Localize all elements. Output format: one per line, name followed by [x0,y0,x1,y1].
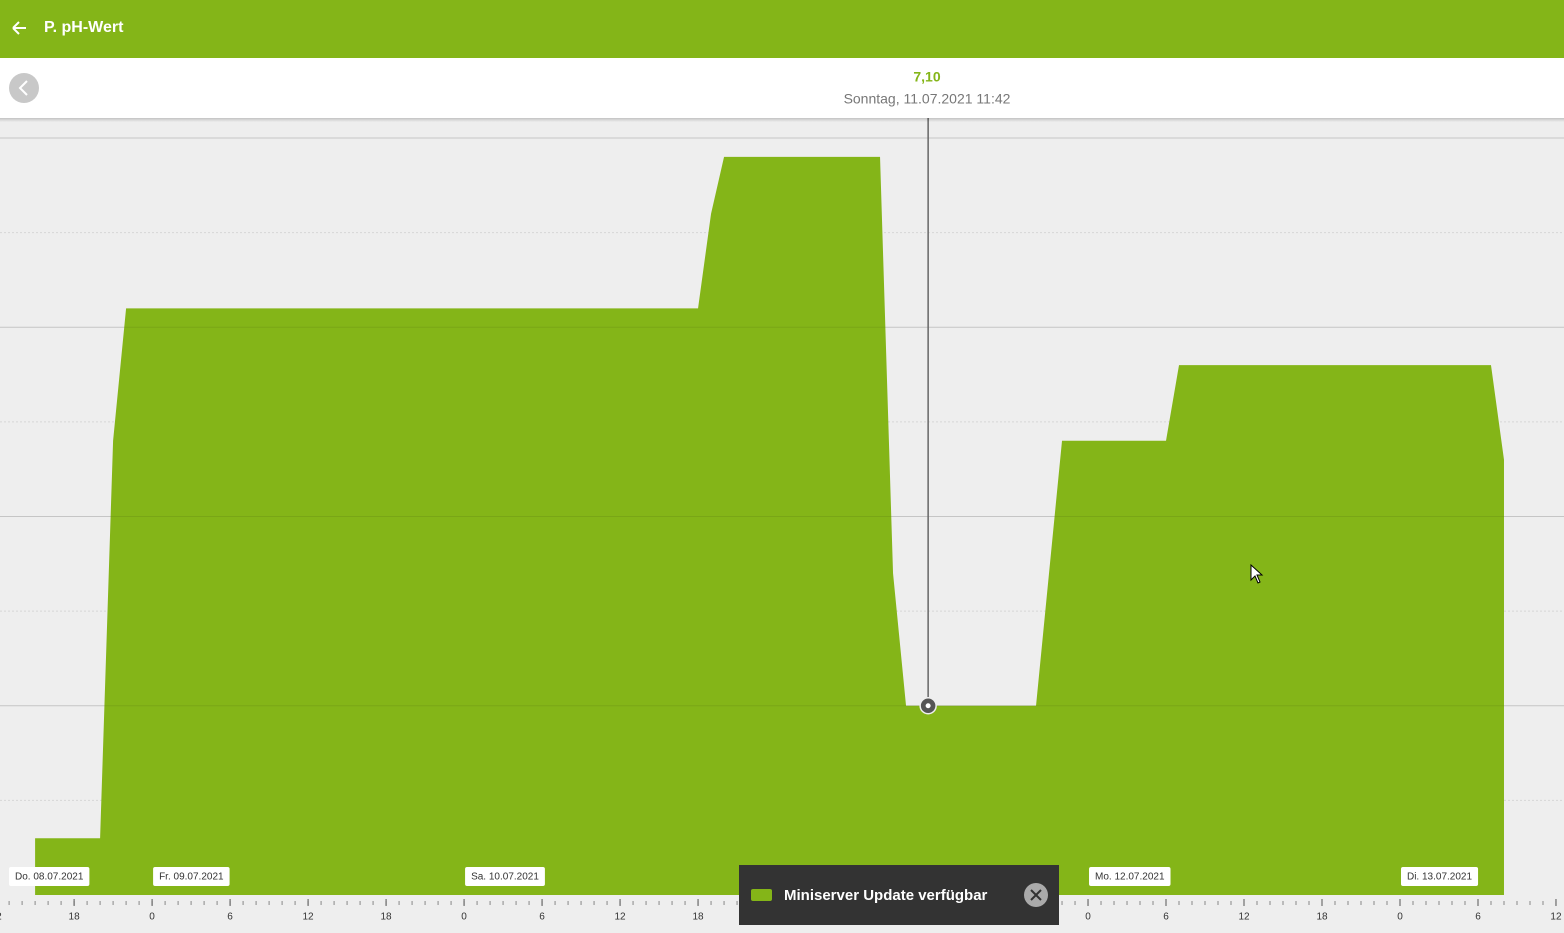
plot: Do. 08.07.2021 Fr. 09.07.2021 Sa. 10.07.20… [0,118,1564,896]
day-label-text: Sa. 10.07.2021 [471,872,539,883]
x-tick-label: 12 [0,912,2,923]
toast-box [739,865,1059,925]
x-tick-label: 12 [614,912,626,923]
day-label-box [465,867,545,886]
x-tick-label: 6 [1475,912,1481,923]
day-label-box [9,867,90,886]
day-label-text: Fr. 09.07.2021 [159,872,224,883]
x-tick-label: 0 [1397,912,1403,923]
x-tick-label: 0 [461,912,467,923]
toast-close-icon [1030,889,1042,901]
x-tick-label: 0 [1085,912,1091,923]
day-label: Fr. 09.07.2021 [153,867,230,886]
x-tick-label: 12 [1238,912,1250,923]
day-label-text: Do. 08.07.2021 [15,872,84,883]
day-label: Mo. 12.07.2021 [1089,867,1171,886]
prev-icon [18,80,28,96]
x-tick-label: 18 [69,912,81,923]
cursor-dot [925,703,931,709]
header-title: P. pH-Wert [44,19,124,36]
x-tick-label: 18 [1316,912,1328,923]
area [35,156,1504,896]
axis: 12 18 0 6 12 18 0 6 12 18 0 6 12 18 0 6 12 [0,899,1562,923]
day-label-box [1089,867,1171,886]
cursor-date: Sonntag, 11.07.2021 11:42 [844,91,1011,107]
x-tick-label: 18 [381,912,393,923]
toast: Miniserver Update verfügbar [739,865,1059,925]
day-label-box [153,867,230,886]
back-button[interactable] [12,21,26,35]
cursor-value: 7,10 [913,69,940,85]
x-tick-label: 12 [1550,912,1562,923]
mouse-cursor [1250,563,1264,584]
day-label-text: Mo. 12.07.2021 [1095,872,1165,883]
day-label-box [1400,867,1479,886]
info-bar [0,58,1564,118]
toast-text: Miniserver Update verfügbar [784,887,988,904]
day-label-text: Di. 13.07.2021 [1407,872,1472,883]
x-tick-label: 0 [149,912,155,923]
day-label: Sa. 10.07.2021 [465,867,545,886]
toast-icon [751,889,772,901]
x-tick-label: 18 [692,912,704,923]
day-label: Do. 08.07.2021 [9,867,90,886]
header-bar [0,0,1564,58]
x-tick-label: 6 [1163,912,1169,923]
x-tick-label: 6 [227,912,233,923]
day-label: Di. 13.07.2021 [1400,867,1479,886]
prev-button[interactable] [9,73,39,103]
x-tick-label: 6 [539,912,545,923]
x-tick-label: 12 [303,912,315,923]
shadow [0,118,1564,122]
